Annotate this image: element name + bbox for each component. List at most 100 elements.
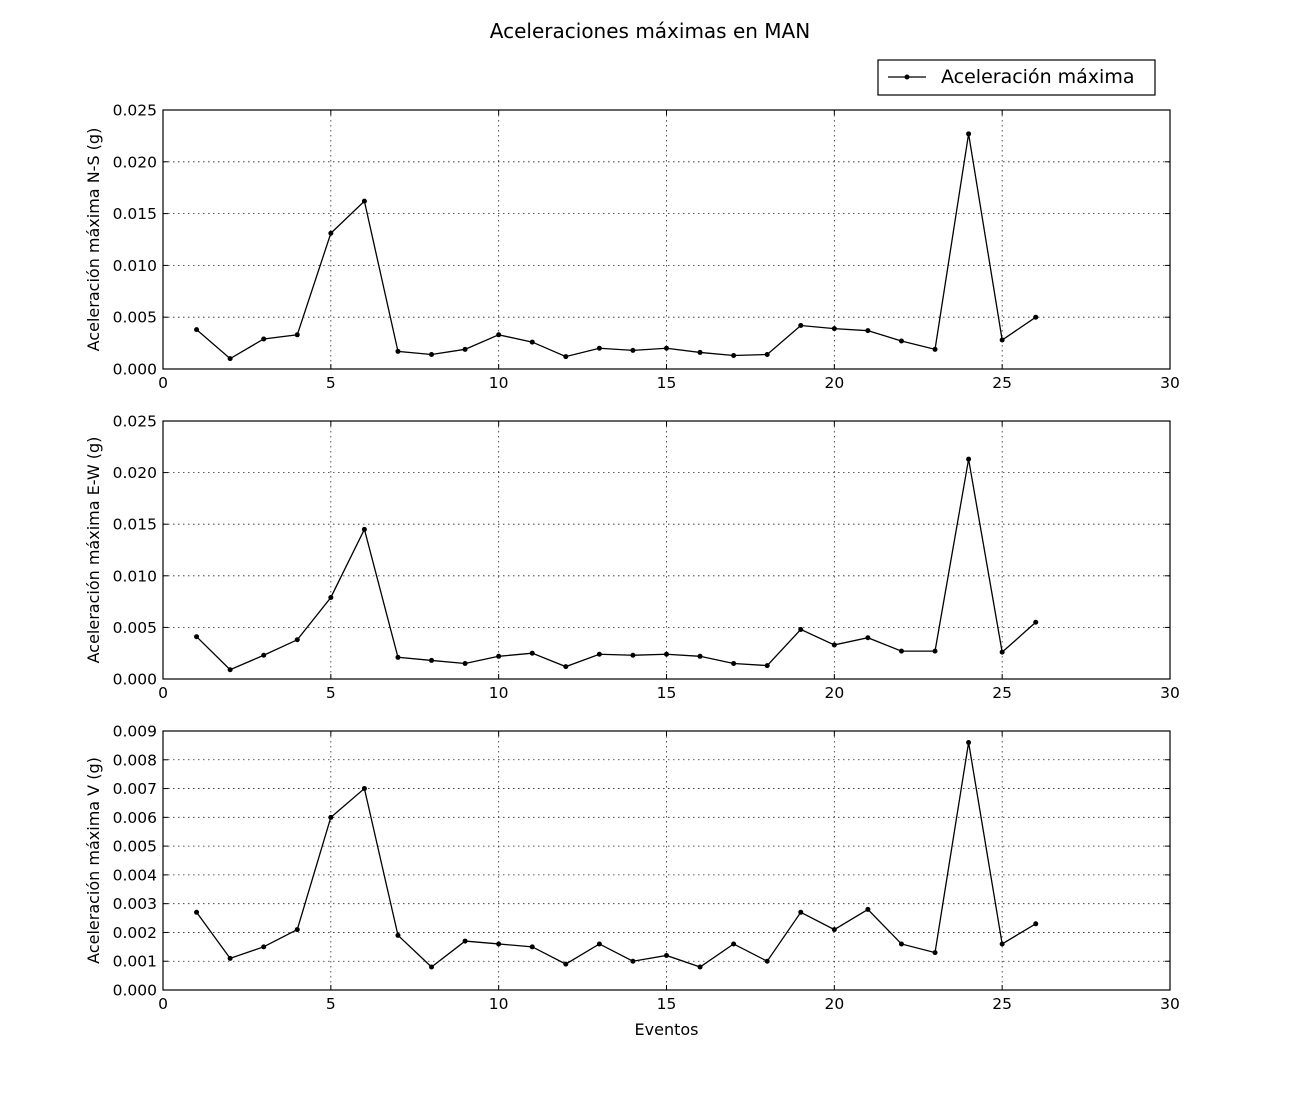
ns-data-point: [395, 348, 401, 354]
ew-data-point: [395, 654, 401, 660]
v-data-point: [462, 938, 468, 944]
ns-ytick-label: 0.025: [113, 102, 157, 120]
v-ytick-label: 0.005: [113, 838, 157, 856]
ns-data-point: [261, 336, 267, 342]
v-data-point: [966, 740, 972, 746]
v-xtick-label: 30: [1160, 995, 1180, 1013]
ns-xtick-label: 30: [1160, 374, 1180, 392]
ew-data-point: [932, 648, 938, 654]
ns-data-point: [328, 230, 334, 236]
panel-ns: 0 5 10 15 20 25 30 0.000 0.005 0.010 0.015 0.020 0.0…: [84, 102, 1180, 393]
ew-data-point: [361, 526, 367, 532]
ns-data-point: [596, 345, 602, 351]
v-data-point: [529, 944, 535, 950]
ew-data-point: [831, 642, 837, 648]
v-data-point: [395, 932, 401, 938]
ew-data-point: [798, 626, 804, 632]
ew-ytick-label: 0.020: [113, 464, 157, 482]
v-data-point: [798, 909, 804, 915]
v-xtick-label: 0: [158, 995, 168, 1013]
v-data-point: [328, 814, 334, 820]
v-xtick-label: 20: [824, 995, 844, 1013]
v-data-point: [261, 944, 267, 950]
ns-data-point: [865, 328, 871, 334]
v-data-point: [764, 958, 770, 964]
ew-ylabel: Aceleración máxima E-W (g): [84, 437, 103, 664]
ns-data-point: [429, 351, 435, 357]
ew-data-point: [294, 637, 300, 643]
v-ytick-label: 0.003: [113, 895, 157, 913]
ew-data-point: [898, 648, 904, 654]
ew-xtick-label: 5: [326, 684, 336, 702]
ew-data-point: [462, 661, 468, 667]
ns-data-point: [932, 346, 938, 352]
ew-data-point: [764, 663, 770, 669]
ns-data-point: [731, 353, 737, 359]
ew-xtick-label: 0: [158, 684, 168, 702]
ns-ytick-label: 0.015: [113, 205, 157, 223]
v-xtick-label: 25: [992, 995, 1012, 1013]
v-ytick-label: 0.000: [113, 982, 157, 1000]
ns-data-point: [194, 327, 200, 333]
ns-data-point: [496, 332, 502, 338]
v-data-point: [194, 909, 200, 915]
v-data-point: [932, 950, 938, 956]
ew-data-point: [999, 649, 1005, 655]
ns-xtick-label: 20: [824, 374, 844, 392]
ew-xtick-label: 25: [992, 684, 1012, 702]
v-data-point: [596, 941, 602, 947]
v-ytick-label: 0.001: [113, 953, 157, 971]
ew-data-point: [261, 652, 267, 658]
ns-ylabel: Aceleración máxima N-S (g): [84, 128, 103, 352]
ns-data-point: [227, 356, 233, 362]
v-xtick-label: 10: [489, 995, 509, 1013]
ew-ytick-label: 0.025: [113, 413, 157, 431]
ew-xtick-label: 15: [657, 684, 677, 702]
ew-data-point: [697, 653, 703, 659]
figure-title: Aceleraciones máximas en MAN: [490, 19, 810, 43]
ew-data-point: [1033, 619, 1039, 625]
v-data-point: [664, 952, 669, 958]
ew-ytick-label: 0.000: [113, 671, 157, 689]
ew-ytick-label: 0.015: [113, 516, 157, 534]
ns-ytick-label: 0.010: [113, 257, 157, 275]
v-ytick-label: 0.002: [113, 924, 157, 942]
ns-ytick-label: 0.000: [113, 361, 157, 379]
v-data-point: [429, 964, 435, 970]
v-ylabel: Aceleración máxima V (g): [84, 757, 103, 964]
v-ytick-label: 0.004: [113, 866, 157, 884]
ew-data-point: [596, 651, 602, 657]
v-data-point: [496, 941, 502, 947]
v-series-line: [196, 742, 1037, 968]
ew-data-point: [529, 650, 535, 656]
panel-ew: 0 5 10 15 20 25 30 0.000 0.005 0.010 0.015 0.020 0.0…: [84, 413, 1180, 703]
panel-v: 0 5 10 15 20 25 30 0.000 0.001 0.002 0.003 0.004 0.0…: [84, 723, 1180, 1040]
ew-series-line: [196, 459, 1037, 671]
ew-data-point: [496, 653, 502, 659]
ew-data-point: [966, 456, 972, 462]
v-ytick-label: 0.006: [113, 809, 157, 827]
v-data-point: [563, 961, 569, 967]
v-data-point: [630, 958, 636, 964]
ns-data-point: [630, 347, 636, 353]
v-data-point: [294, 927, 300, 933]
ns-data-point: [361, 198, 367, 204]
v-data-point: [227, 955, 233, 961]
legend-label: Aceleración máxima: [941, 66, 1134, 88]
ns-series-line: [196, 133, 1037, 360]
ns-data-point: [966, 131, 972, 137]
ns-data-point: [764, 351, 770, 357]
ew-data-point: [429, 657, 435, 663]
ns-data-point: [1033, 314, 1039, 320]
v-data-point: [831, 927, 837, 933]
ns-data-point: [831, 326, 837, 332]
v-data-point: [999, 941, 1005, 947]
v-ytick-label: 0.009: [113, 723, 157, 741]
ns-data-point: [664, 345, 669, 351]
v-ytick-label: 0.007: [113, 780, 157, 798]
ew-data-point: [227, 667, 233, 673]
ew-ytick-label: 0.005: [113, 619, 157, 637]
v-xlabel: Eventos: [635, 1020, 699, 1039]
ns-data-point: [898, 338, 904, 344]
